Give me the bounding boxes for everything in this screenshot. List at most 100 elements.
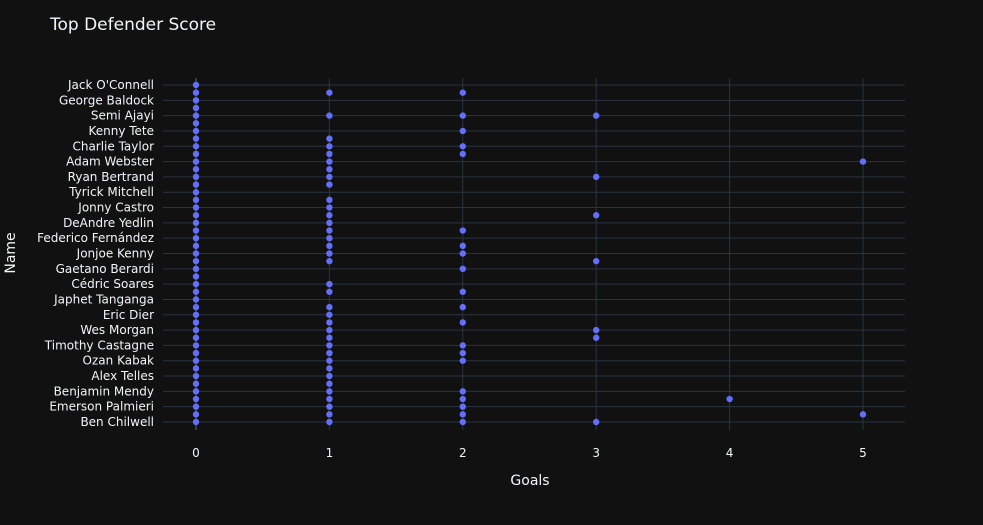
data-point <box>192 388 200 395</box>
data-point <box>326 250 333 257</box>
data-point <box>326 196 333 204</box>
y-tick-label: George Baldock <box>59 93 154 107</box>
data-point <box>326 411 333 418</box>
x-tick-label: 0 <box>192 446 200 460</box>
data-point <box>192 411 200 418</box>
data-point <box>192 280 200 288</box>
data-point <box>326 349 333 357</box>
data-point <box>326 173 333 181</box>
data-point <box>459 127 466 135</box>
data-point <box>192 127 200 135</box>
data-point <box>459 265 466 273</box>
y-tick-label: Ozan Kabak <box>83 354 155 368</box>
data-point <box>593 334 600 341</box>
y-tick-label: Benjamin Mendy <box>54 384 154 398</box>
data-point <box>192 372 200 380</box>
y-tick-label: Japhet Tanganga <box>53 292 154 306</box>
y-tick-label: Alex Telles <box>91 369 154 383</box>
data-point <box>192 365 200 372</box>
data-point <box>326 319 333 326</box>
data-point <box>192 311 200 318</box>
data-point <box>192 250 200 257</box>
data-point <box>192 326 200 334</box>
y-tick-label: DeAndre Yedlin <box>63 216 154 230</box>
chart-title: Top Defender Score <box>49 15 216 35</box>
y-tick-label: Jack O'Connell <box>67 78 154 92</box>
data-point <box>459 143 466 150</box>
data-point <box>326 403 333 410</box>
data-point <box>192 204 200 211</box>
data-point <box>192 403 200 410</box>
data-point <box>192 342 200 349</box>
data-point <box>326 234 333 242</box>
data-point <box>192 234 200 242</box>
y-tick-label: Jonny Castro <box>77 201 154 215</box>
data-point <box>192 212 200 219</box>
data-point <box>192 418 200 426</box>
data-point <box>192 357 200 364</box>
y-tick-label: Eric Dier <box>103 308 154 322</box>
data-point <box>326 303 333 311</box>
data-point <box>459 395 466 403</box>
data-point <box>192 227 200 234</box>
data-point <box>192 288 200 295</box>
data-point <box>459 89 466 96</box>
data-point <box>192 112 200 119</box>
y-tick-label: Gaetano Berardi <box>56 262 154 276</box>
y-tick-label: Tyrick Mitchell <box>68 185 154 199</box>
data-point <box>326 143 333 150</box>
data-point <box>459 319 466 326</box>
data-point <box>192 196 200 204</box>
data-point <box>859 411 867 418</box>
data-point <box>859 158 867 165</box>
data-point <box>593 112 600 119</box>
data-point <box>192 242 200 250</box>
data-point <box>192 257 200 265</box>
data-point <box>192 150 200 158</box>
data-point <box>326 395 333 403</box>
data-point <box>459 288 466 295</box>
x-tick-label: 2 <box>459 446 467 460</box>
x-tick-label: 5 <box>859 446 867 460</box>
data-point <box>459 112 466 119</box>
data-point <box>326 257 333 265</box>
data-point <box>326 150 333 158</box>
data-point <box>459 418 466 426</box>
y-tick-label: Cédric Soares <box>71 277 154 291</box>
data-point <box>192 120 200 127</box>
data-point <box>326 357 333 364</box>
data-point <box>726 395 733 403</box>
data-point <box>459 403 466 410</box>
data-point <box>459 150 466 158</box>
x-tick-label: 4 <box>726 446 734 460</box>
data-point <box>326 166 333 173</box>
data-point <box>192 349 200 357</box>
data-point <box>192 189 200 196</box>
data-point <box>326 388 333 395</box>
y-tick-label: Emerson Palmieri <box>49 400 154 414</box>
data-point <box>326 326 333 334</box>
y-tick-label: Wes Morgan <box>80 323 154 337</box>
data-point <box>459 303 466 311</box>
data-point <box>326 112 333 119</box>
data-point <box>192 265 200 273</box>
data-point <box>192 158 200 165</box>
data-point <box>326 365 333 372</box>
y-tick-label: Ben Chilwell <box>80 415 154 429</box>
y-tick-label: Timothy Castagne <box>44 338 154 352</box>
data-point <box>192 181 200 188</box>
data-point <box>593 173 600 181</box>
data-point <box>593 212 600 219</box>
data-point <box>192 219 200 227</box>
data-point <box>326 380 333 387</box>
data-point <box>326 135 333 142</box>
y-tick-label: Semi Ajayi <box>91 109 154 123</box>
data-point <box>192 173 200 181</box>
data-point <box>326 334 333 341</box>
data-points <box>192 81 867 426</box>
data-point <box>459 411 466 418</box>
data-point <box>459 242 466 250</box>
y-tick-label: Charlie Taylor <box>72 139 154 153</box>
